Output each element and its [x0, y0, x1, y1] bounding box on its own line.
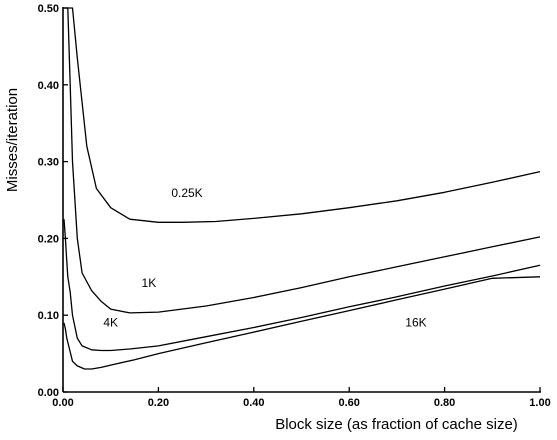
y-tick-label: 0.40 — [38, 80, 59, 92]
x-axis-title: Block size (as fraction of cache size) — [275, 416, 518, 433]
y-tick-label: 0.00 — [38, 387, 59, 399]
x-tick-label: 0.60 — [338, 397, 359, 409]
y-tick-label: 0.30 — [38, 157, 59, 169]
y-tick-label: 0.20 — [38, 233, 59, 245]
ticks: 0.00 0.20 0.40 0.60 0.80 1.00 0.00 0.10 0.20 0.30… — [38, 3, 551, 409]
curve-label: 1K — [142, 276, 157, 290]
series-line-1k — [64, 7, 541, 314]
series-group — [63, 7, 541, 370]
curve-labels: 0.25K 1K 4K 16K — [103, 186, 426, 330]
series-line-4k — [63, 219, 541, 352]
curve-label: 16K — [405, 316, 426, 330]
y-tick-label: 0.10 — [38, 310, 59, 322]
x-tick-label: 1.00 — [529, 397, 550, 409]
curve-label: 4K — [103, 316, 118, 330]
series-line-0-25k — [65, 7, 541, 223]
x-tick-label: 0.20 — [148, 397, 169, 409]
x-tick-label: 0.40 — [243, 397, 264, 409]
curve-label: 0.25K — [171, 186, 202, 200]
y-tick-label: 0.50 — [38, 3, 59, 15]
series-line-16k — [63, 276, 541, 370]
y-axis-title: Misses/iteration — [4, 88, 21, 192]
x-tick-label: 0.00 — [52, 397, 73, 409]
x-tick-label: 0.80 — [434, 397, 455, 409]
